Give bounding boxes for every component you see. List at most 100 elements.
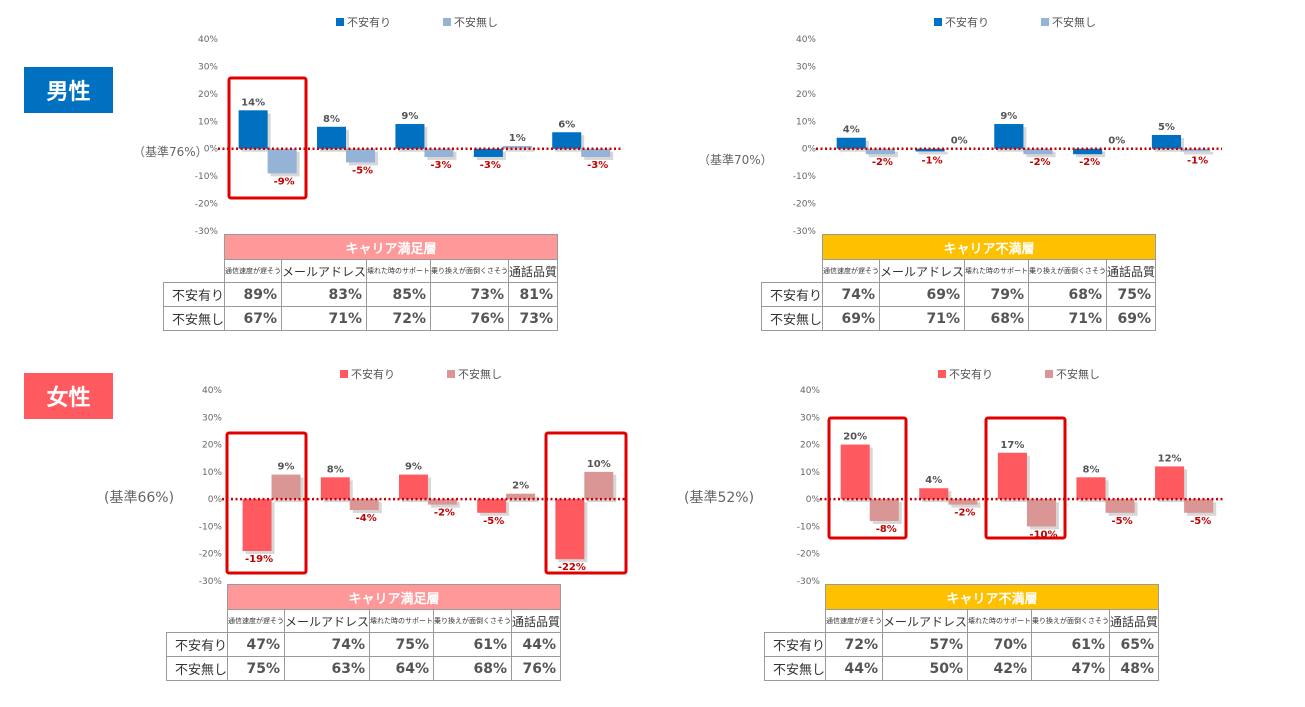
- table-cell: 48%: [1109, 656, 1160, 681]
- data-label: -8%: [876, 524, 897, 535]
- table-column-header: 通話品質: [1109, 609, 1160, 633]
- table-cell: 75%: [1106, 282, 1157, 307]
- bar: [994, 124, 1024, 149]
- bar: [349, 499, 379, 511]
- data-label: 0%: [1108, 136, 1125, 147]
- table-column-header: 通話品質: [511, 609, 562, 633]
- legend-item: 不安有り: [934, 16, 989, 29]
- legend-label: 不安無し: [1052, 16, 1096, 29]
- bar-shadow: [430, 502, 460, 508]
- data-label: 9%: [278, 462, 295, 473]
- y-tick-label: 10%: [198, 117, 218, 127]
- legend-label: 不安有り: [351, 368, 395, 381]
- table-row: 不安有り 89% 83% 85% 73% 81%: [162, 282, 559, 307]
- data-label: -22%: [558, 562, 586, 573]
- table-corner: [765, 585, 826, 610]
- base-label: （基準76%）: [133, 145, 208, 159]
- y-tick-label: 0%: [806, 495, 821, 505]
- data-label: 9%: [1000, 111, 1017, 122]
- y-tick-label: -30%: [797, 577, 821, 587]
- legend-swatch: [934, 18, 942, 26]
- data-label: -5%: [483, 516, 504, 527]
- legend-swatch: [1041, 18, 1049, 26]
- data-table: キャリア満足層 通信速度が遅そう メールアドレス 壊れた時のサポート 乗り換えが面倒くさ…: [162, 234, 559, 331]
- y-tick-label: 0%: [208, 495, 223, 505]
- data-label: -1%: [921, 156, 942, 167]
- bar: [317, 126, 347, 149]
- data-label: -2%: [1079, 157, 1100, 168]
- bar: [1023, 148, 1053, 155]
- bar: [502, 145, 532, 149]
- y-tick-label: 10%: [800, 468, 820, 478]
- table-title: キャリア不満層: [822, 234, 1157, 260]
- data-label: -1%: [1187, 156, 1208, 167]
- bar: [473, 148, 503, 157]
- bar-shadow: [918, 151, 948, 155]
- bar: [399, 474, 428, 500]
- bar-shadow: [1026, 151, 1056, 158]
- table-column-header: 壊れた時のサポート: [366, 259, 432, 283]
- highlight-box: [827, 416, 908, 540]
- bar: [555, 499, 585, 560]
- table-column-header: 通信速度が遅そう: [825, 609, 884, 633]
- highlight-box: [984, 416, 1067, 540]
- legend-swatch: [447, 370, 455, 378]
- table-row-label: 不安無し: [165, 656, 229, 681]
- bar: [836, 137, 866, 149]
- chart-legend: 不安有り 不安無し: [336, 14, 550, 30]
- y-tick-label: -10%: [199, 522, 223, 532]
- table-row-label: 不安有り: [763, 632, 827, 657]
- bar: [427, 499, 457, 505]
- table-cell: 68%: [964, 306, 1030, 331]
- data-label: 12%: [1158, 453, 1182, 464]
- bar: [1073, 148, 1103, 155]
- table-cell: 64%: [369, 656, 435, 681]
- table-column-header: メールアドレス: [284, 609, 371, 633]
- table-row: 不安無し 44% 50% 42% 47% 48%: [763, 656, 1160, 681]
- bar: [1105, 499, 1135, 513]
- bar-shadow: [1076, 151, 1106, 158]
- data-label: 10%: [587, 459, 611, 470]
- data-table: キャリア不満層 通信速度が遅そう メールアドレス 壊れた時のサポート 乗り換えが面倒くさ…: [760, 234, 1157, 331]
- table-row-label: 不安無し: [763, 656, 827, 681]
- bar: [1184, 499, 1214, 513]
- table-cell: 74%: [822, 282, 881, 307]
- legend-swatch: [340, 370, 348, 378]
- y-tick-label: 20%: [198, 90, 218, 100]
- bar: [840, 444, 870, 500]
- data-label: 17%: [1000, 440, 1024, 451]
- table-cell: 69%: [879, 282, 966, 307]
- table-row: 不安無し 67% 71% 72% 76% 73%: [162, 306, 559, 331]
- y-tick-label: 40%: [198, 35, 218, 45]
- bar: [1151, 135, 1182, 149]
- table-cell: 44%: [511, 632, 562, 657]
- legend-swatch: [1045, 370, 1053, 378]
- table-cell: 76%: [511, 656, 562, 681]
- bar: [1076, 477, 1106, 500]
- table-cell: 44%: [825, 656, 884, 681]
- table-cell: 67%: [224, 306, 283, 331]
- table-cell: 50%: [882, 656, 969, 681]
- table-column-header: 通話品質: [508, 259, 559, 283]
- base-label: （基準70%）: [698, 153, 773, 167]
- data-label: -3%: [480, 160, 501, 171]
- y-tick-label: -20%: [199, 550, 223, 560]
- bar: [271, 474, 301, 500]
- data-label: 5%: [1158, 122, 1175, 133]
- y-tick-label: -30%: [195, 227, 219, 237]
- legend-label: 不安無し: [1056, 368, 1100, 381]
- data-label: 14%: [241, 97, 265, 108]
- bar: [865, 148, 895, 155]
- bar: [320, 477, 350, 500]
- table-column-header: メールアドレス: [882, 609, 969, 633]
- data-label: -2%: [954, 508, 975, 519]
- data-label: 9%: [405, 462, 422, 473]
- bar: [424, 148, 454, 157]
- legend-label: 不安有り: [347, 16, 391, 29]
- data-label: -5%: [352, 165, 373, 176]
- chart-legend: 不安有り 不安無し: [340, 366, 554, 382]
- y-tick-label: 30%: [800, 413, 820, 423]
- table-title: キャリア満足層: [224, 234, 559, 260]
- data-label: 8%: [323, 114, 340, 125]
